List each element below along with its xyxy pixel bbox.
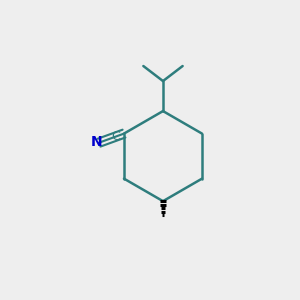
Text: C: C [112,130,120,143]
Text: N: N [91,136,102,149]
